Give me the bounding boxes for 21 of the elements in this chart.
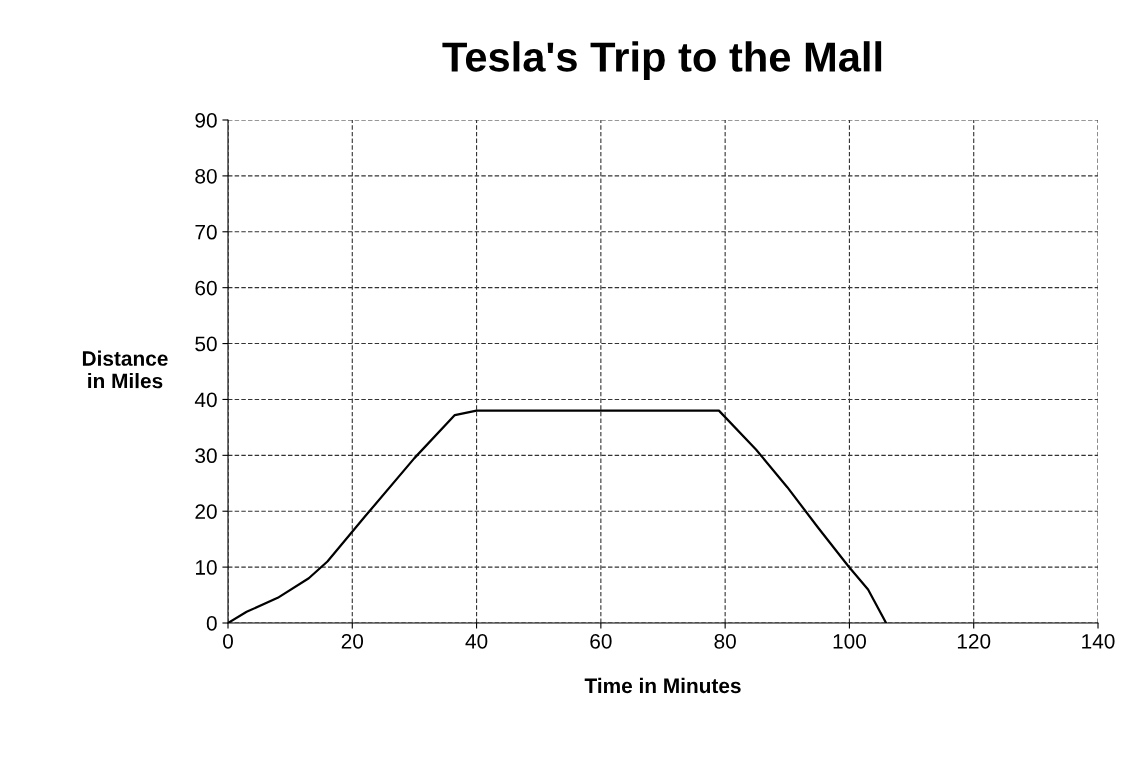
y-tick-label: 80 — [195, 168, 217, 184]
x-tick-label: 40 — [465, 633, 488, 649]
x-tick-label: 120 — [957, 633, 991, 649]
x-tick-label: 0 — [223, 633, 233, 649]
x-tick-label: 60 — [590, 633, 612, 649]
y-tick-label: 30 — [195, 448, 217, 464]
y-tick-label: 50 — [195, 336, 217, 352]
x-tick-label: 20 — [341, 633, 364, 649]
x-axis-title: Time in Minutes — [584, 677, 741, 694]
y-tick-label: 10 — [196, 560, 217, 575]
y-tick-label: 20 — [195, 504, 217, 519]
y-tick-label: 70 — [195, 224, 217, 240]
x-tick-label: 140 — [1082, 633, 1115, 649]
y-tick-label: 90 — [195, 113, 217, 128]
x-tick-label: 100 — [833, 633, 866, 649]
y-tick-label: 40 — [194, 392, 217, 408]
y-tick-label: 0 — [206, 616, 217, 631]
chart-title: Tesla's Trip to the Mall — [442, 41, 882, 81]
x-tick-label: 80 — [714, 633, 736, 649]
y-axis-title: Distance in Miles — [82, 350, 168, 389]
y-tick-label: 60 — [195, 280, 217, 296]
